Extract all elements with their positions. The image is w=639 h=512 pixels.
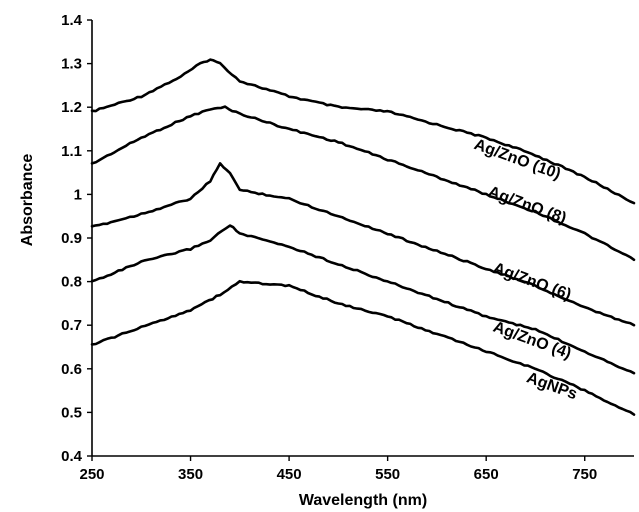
series-group	[90, 58, 636, 416]
series-label: Ag/ZnO (6)	[491, 260, 574, 304]
y-tick-label: 0.9	[61, 230, 82, 247]
series-label: AgNPs	[524, 369, 579, 403]
series-label: Ag/ZnO (8)	[486, 183, 569, 227]
y-tick-label: 0.4	[61, 448, 83, 465]
x-tick-label: 250	[79, 466, 104, 483]
y-tick-label: 1.1	[61, 143, 82, 160]
y-tick-label: 0.7	[61, 317, 82, 334]
y-axis-ticks: 0.4 0.5 0.6 0.7 0.8 0.9 1 1.1 1.2 1.3 1.4	[61, 12, 92, 465]
series-line	[90, 279, 636, 416]
series-line	[90, 162, 636, 327]
x-tick-label: 350	[178, 466, 203, 483]
x-axis-ticks: 250 350 450 550 650 750	[79, 456, 597, 483]
y-tick-label: 1.2	[61, 99, 82, 116]
y-tick-label: 1.3	[61, 56, 82, 73]
x-tick-label: 750	[572, 466, 597, 483]
x-tick-label: 650	[474, 466, 499, 483]
x-tick-label: 450	[277, 466, 302, 483]
series-line	[90, 105, 636, 262]
series-line	[90, 58, 636, 205]
y-axis-title: Absorbance	[19, 154, 36, 247]
x-axis-title: Wavelength (nm)	[299, 492, 427, 509]
y-tick-label: 0.6	[61, 361, 82, 378]
y-tick-label: 1.4	[61, 12, 83, 29]
y-tick-label: 0.5	[61, 404, 82, 421]
x-tick-label: 550	[375, 466, 400, 483]
y-tick-label: 0.8	[61, 274, 82, 291]
series-label: Ag/ZnO (10)	[472, 136, 563, 183]
y-tick-label: 1	[74, 186, 82, 203]
series-line	[90, 224, 636, 375]
